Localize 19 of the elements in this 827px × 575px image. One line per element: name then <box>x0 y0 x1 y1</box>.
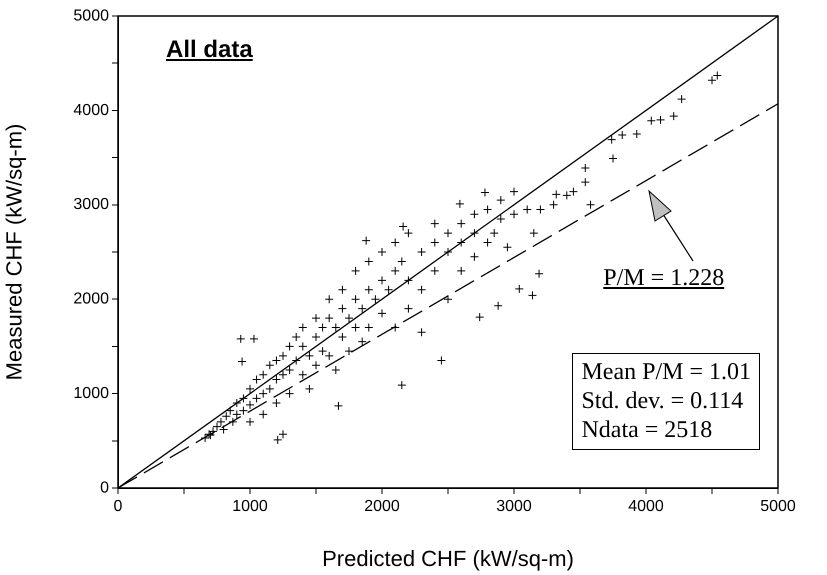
x-tick-label: 0 <box>114 498 123 516</box>
annotation: All data <box>166 36 253 64</box>
y-tick-label: 2000 <box>73 290 110 308</box>
annotation: Mean P/M = 1.01 <box>581 358 751 387</box>
annotation: Std. dev. = 0.114 <box>581 387 744 416</box>
x-tick-label: 2000 <box>364 498 400 516</box>
x-tick-label: 3000 <box>496 498 532 516</box>
x-tick-label: 4000 <box>628 498 664 516</box>
y-tick-label: 0 <box>100 479 110 496</box>
y-tick-label: 3000 <box>73 196 110 214</box>
annotation: Ndata = 2518 <box>581 416 714 445</box>
x-tick-label: 5000 <box>760 498 796 516</box>
x-tick-label: 1000 <box>232 498 268 516</box>
y-axis-title: Measured CHF (kW/sq-m) <box>1 124 26 380</box>
annotation: P/M = 1.228 <box>603 264 724 292</box>
y-tick-label: 4000 <box>73 102 110 119</box>
y-tick-label: 1000 <box>73 385 110 402</box>
y-tick-label: 5000 <box>73 7 110 24</box>
x-axis-title: Predicted CHF (kW/sq-m) <box>322 546 574 571</box>
